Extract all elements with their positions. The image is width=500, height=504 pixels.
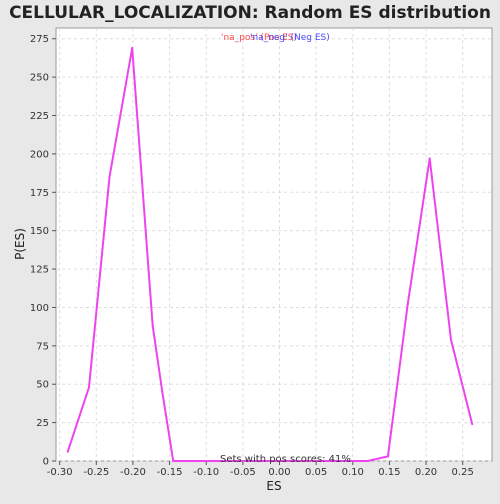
data-point: [428, 157, 431, 160]
data-point: [263, 460, 266, 462]
data-point: [193, 460, 196, 462]
data-point: [386, 455, 389, 458]
data-point: [183, 460, 186, 462]
x-tick-label: 0.20: [415, 467, 437, 478]
x-tick-label: -0.10: [193, 467, 219, 478]
data-point: [108, 175, 111, 178]
data-point: [471, 423, 474, 426]
data-point: [293, 460, 296, 462]
x-tick-label: 0.05: [305, 467, 327, 478]
legend-entry-neg: 'na_neg' (Neg ES): [250, 33, 330, 43]
chart-title: CELLULAR_LOCALIZATION: Random ES distrib…: [9, 3, 491, 23]
data-point: [351, 460, 354, 462]
data-point: [307, 460, 310, 462]
y-tick-label: 125: [30, 265, 49, 276]
plot-area: [55, 27, 493, 462]
data-point: [366, 460, 369, 462]
axes: -0.30 -0.25 -0.20 -0.15 -0.10 -0.05 0.00 0.05 0.…: [30, 34, 474, 478]
legend-entry-pos: 'na_pos' (Pos ES): [221, 33, 297, 43]
y-tick-label: 50: [36, 380, 49, 391]
y-tick-label: 100: [30, 303, 49, 314]
data-point: [406, 303, 409, 306]
data-point: [161, 390, 164, 393]
y-tick-label: 175: [30, 188, 49, 199]
y-tick-label: 150: [30, 226, 49, 237]
series-layer: [66, 46, 474, 462]
y-tick-label: 200: [30, 149, 49, 160]
x-tick-label: -0.15: [157, 467, 183, 478]
x-tick-label: 0.10: [342, 467, 364, 478]
x-tick-label: -0.05: [230, 467, 256, 478]
x-axis-label: ES: [266, 479, 281, 493]
x-tick-label: -0.20: [120, 467, 146, 478]
x-tick-label: 0.15: [378, 467, 400, 478]
data-point: [322, 460, 325, 462]
data-point: [337, 460, 340, 462]
data-point: [234, 460, 237, 462]
data-point: [151, 324, 154, 327]
data-point: [131, 46, 134, 49]
series-line: [66, 47, 474, 462]
x-tick-label: 0.25: [452, 467, 474, 478]
y-tick-label: 0: [43, 457, 49, 468]
data-point: [449, 338, 452, 341]
legend: 'na_pos' (Pos ES) 'na_neg' (Neg ES): [221, 33, 330, 43]
data-point: [66, 450, 69, 453]
data-point: [278, 460, 281, 462]
data-point: [249, 460, 252, 462]
data-point: [87, 386, 90, 389]
y-tick-label: 275: [30, 34, 49, 45]
y-tick-label: 225: [30, 111, 49, 122]
y-tick-label: 75: [36, 341, 49, 352]
x-tick-label: -0.25: [83, 467, 109, 478]
data-point: [219, 460, 222, 462]
y-tick-label: 250: [30, 73, 49, 84]
y-axis-label: P(ES): [13, 228, 27, 260]
x-tick-label: -0.30: [47, 467, 73, 478]
data-point: [205, 460, 208, 462]
data-point: [172, 460, 175, 462]
x-tick-label: 0.00: [268, 467, 290, 478]
annotation: Sets with pos scores: 41%: [220, 454, 351, 465]
y-tick-label: 25: [36, 418, 49, 429]
